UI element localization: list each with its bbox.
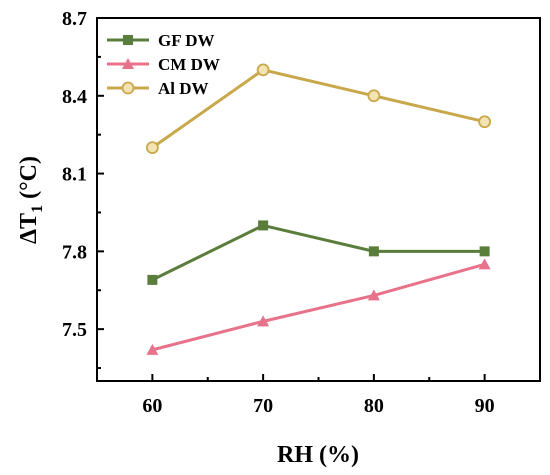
y-tick-label: 8.7	[62, 8, 87, 30]
data-point	[147, 274, 158, 285]
x-tick-label: 70	[253, 395, 273, 417]
y-axis-title-subscript: 1	[29, 205, 46, 213]
data-point	[479, 246, 490, 257]
x-tick-label: 60	[142, 395, 162, 417]
legend-label: Al DW	[158, 79, 209, 98]
x-tick-label: 90	[475, 395, 495, 417]
data-point	[256, 63, 270, 77]
data-point	[368, 246, 379, 257]
y-tick-label: 7.8	[62, 241, 87, 263]
legend-marker	[121, 81, 135, 95]
data-point	[478, 115, 492, 129]
legend: GF DW CM DW Al DW	[107, 31, 220, 98]
y-tick-label: 7.5	[62, 319, 87, 341]
data-point	[478, 258, 491, 270]
series-line	[152, 262, 486, 352]
x-axis-title: RH (%)	[277, 442, 359, 468]
y-axis-title-main: ΔT	[16, 213, 42, 244]
legend-label: CM DW	[158, 55, 220, 74]
y-tick-label: 8.1	[62, 164, 87, 186]
series-line	[151, 68, 485, 149]
legend-marker	[123, 35, 133, 45]
legend-label: GF DW	[158, 31, 215, 50]
legend-item: CM DW	[107, 55, 220, 74]
legend-marker	[122, 58, 134, 69]
data-point	[367, 89, 381, 103]
y-axis: 7.5 7.8 8.1 8.4 8.7	[62, 8, 104, 370]
y-axis-title: ΔT1 (°C)	[16, 156, 46, 244]
data-point	[257, 315, 270, 327]
data-point	[367, 289, 380, 301]
y-tick-label: 8.4	[62, 86, 87, 108]
series-gf-dw	[147, 220, 490, 285]
series-line	[151, 223, 485, 282]
data-point	[146, 343, 159, 355]
x-tick-label: 80	[364, 395, 384, 417]
y-axis-title-unit: (°C)	[16, 156, 42, 205]
legend-item: GF DW	[107, 31, 215, 50]
legend-item: Al DW	[107, 79, 209, 98]
series-layer	[145, 63, 492, 355]
data-point	[258, 220, 269, 231]
data-point	[145, 141, 159, 155]
series-cm-dw	[146, 258, 491, 355]
x-axis: 60 70 80 90	[96, 374, 541, 417]
series-al-dw	[145, 63, 492, 155]
